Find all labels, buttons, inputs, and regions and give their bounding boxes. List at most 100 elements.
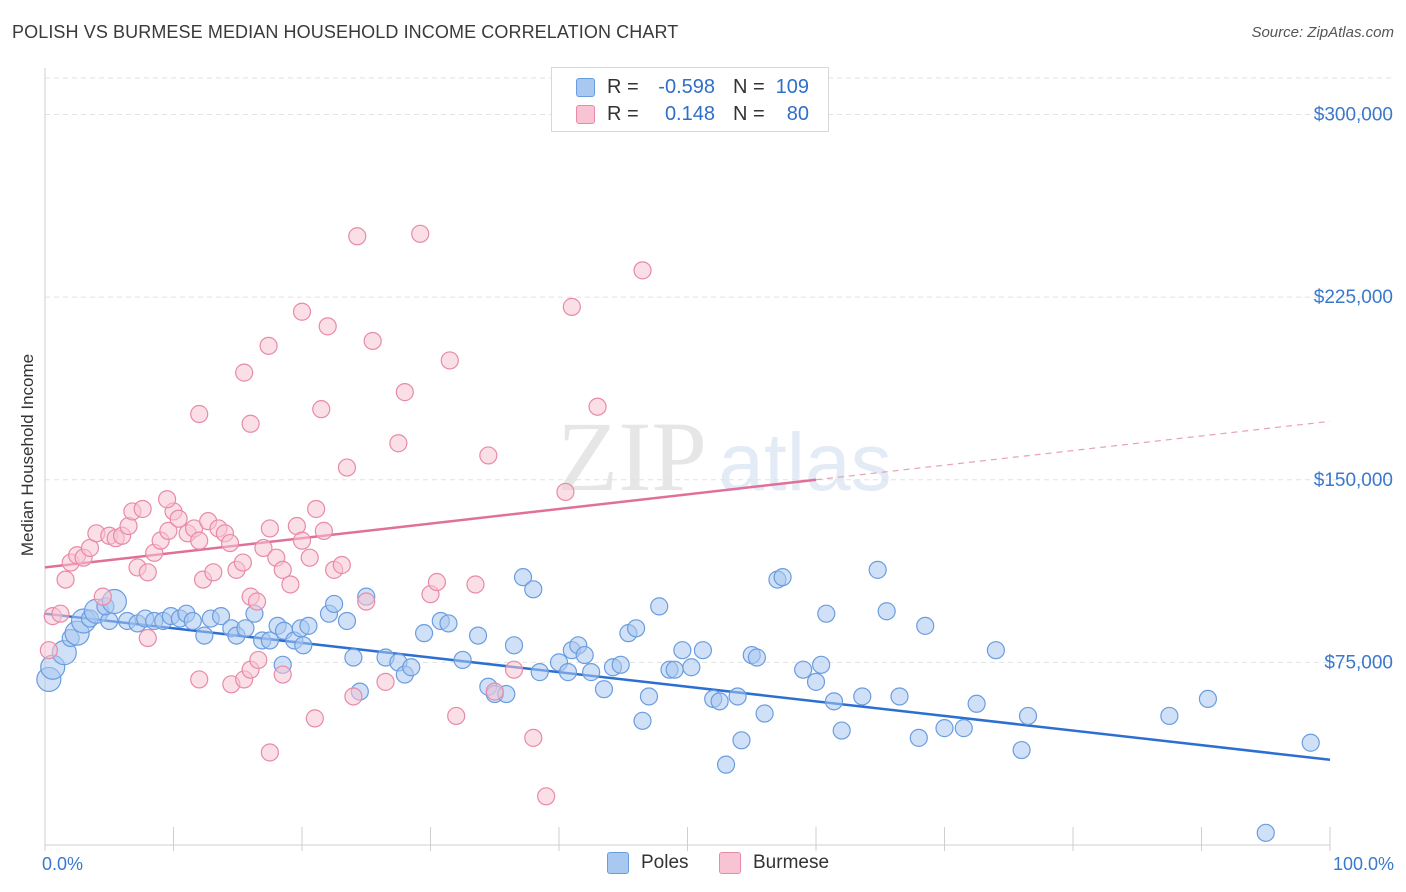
legend-swatch-poles: [576, 77, 595, 97]
data-point-poles: [1198, 689, 1218, 709]
data-point-burmese: [233, 553, 252, 572]
data-point-burmese: [440, 351, 459, 370]
data-point-burmese: [39, 641, 58, 660]
data-point-poles: [260, 631, 279, 650]
data-point-poles: [594, 680, 614, 699]
data-point-poles: [558, 663, 578, 682]
data-point-poles: [211, 607, 231, 626]
data-point-poles: [575, 645, 594, 665]
data-point-poles: [853, 687, 872, 706]
data-point-burmese: [344, 687, 363, 706]
trend-line-burmese: [44, 478, 817, 569]
data-point-poles: [716, 755, 736, 774]
data-point-poles: [877, 602, 896, 621]
data-point-burmese: [312, 400, 331, 419]
data-point-poles: [890, 687, 909, 706]
chart-title: POLISH VS BURMESE MEDIAN HOUSEHOLD INCOM…: [12, 22, 679, 42]
data-point-poles: [504, 636, 524, 655]
legend-n-label: N =: [733, 75, 765, 98]
legend-r-value: -0.598: [658, 75, 715, 98]
data-point-poles: [728, 687, 747, 706]
data-point-burmese: [633, 261, 652, 280]
data-point-burmese: [466, 575, 485, 594]
legend-row-burmese: R = 0.148 N = 80: [576, 101, 809, 127]
watermark-zip: ZIP: [557, 401, 707, 512]
data-point-burmese: [588, 397, 607, 416]
data-point-poles: [916, 616, 935, 635]
data-point-poles: [935, 719, 954, 738]
data-point-poles: [693, 641, 713, 660]
data-point-burmese: [260, 743, 279, 762]
data-point-burmese: [562, 297, 581, 316]
data-point-burmese: [56, 570, 75, 589]
legend-swatch-poles: [607, 852, 629, 874]
data-point-poles: [626, 619, 646, 638]
data-point-poles: [812, 655, 831, 674]
data-point-poles: [294, 636, 313, 655]
data-point-burmese: [292, 531, 312, 550]
data-point-poles: [806, 672, 826, 691]
legend-row-poles: R = -0.598 N = 109: [576, 74, 809, 100]
data-point-poles: [967, 694, 986, 713]
data-point-poles: [824, 692, 844, 711]
data-point-burmese: [524, 728, 543, 747]
data-point-burmese: [389, 434, 408, 453]
data-point-burmese: [190, 404, 209, 424]
legend-item-burmese[interactable]: Burmese: [719, 852, 829, 874]
data-point-burmese: [363, 331, 382, 351]
y-tick-label: $150,000: [1314, 470, 1393, 491]
data-point-burmese: [235, 363, 254, 382]
data-point-burmese: [273, 560, 292, 579]
data-point-poles: [817, 604, 836, 623]
data-point-poles: [1160, 706, 1179, 726]
y-tick-label: $75,000: [1324, 652, 1393, 673]
legend-label-burmese: Burmese: [753, 852, 830, 873]
data-point-poles: [832, 721, 851, 740]
data-point-poles: [794, 660, 813, 679]
legend-r-value: 0.148: [664, 102, 715, 125]
data-point-burmese: [307, 499, 326, 519]
data-point-poles: [325, 594, 344, 614]
data-point-burmese: [348, 227, 367, 246]
x-tick-label: 100.0%: [1333, 854, 1394, 874]
data-point-burmese: [357, 592, 376, 611]
data-point-poles: [524, 580, 543, 599]
data-point-poles: [468, 626, 488, 645]
data-point-burmese: [138, 563, 157, 582]
data-point-burmese: [300, 548, 319, 567]
data-point-burmese: [159, 521, 178, 540]
data-point-poles: [337, 611, 357, 631]
x-tick-labels: 0.0% 100.0%: [42, 854, 1394, 874]
data-point-burmese: [254, 538, 273, 558]
data-point-poles: [732, 731, 751, 750]
data-point-poles: [439, 614, 458, 633]
data-point-burmese: [281, 575, 300, 594]
data-point-poles: [909, 728, 928, 747]
data-point-poles: [513, 568, 533, 587]
legend-item-poles[interactable]: Poles: [607, 852, 689, 874]
data-point-burmese: [395, 383, 414, 402]
legend-swatch-burmese: [719, 852, 741, 874]
data-point-burmese: [337, 458, 357, 477]
correlation-legend: R = -0.598 N = 109 R = 0.148 N = 80: [551, 67, 829, 132]
data-point-poles: [582, 663, 601, 682]
legend-n-value: 80: [786, 102, 809, 125]
data-point-burmese: [273, 665, 292, 684]
data-point-burmese: [259, 336, 278, 355]
data-point-burmese: [249, 650, 268, 670]
trend-line-burmese-projection: [815, 420, 1331, 481]
legend-label-poles: Poles: [641, 852, 689, 873]
watermark-atlas: atlas: [718, 417, 891, 508]
data-point-poles: [954, 719, 973, 738]
data-point-poles: [183, 611, 202, 631]
y-tick-label: $300,000: [1314, 105, 1393, 126]
data-point-burmese: [504, 660, 524, 679]
series-poles-points: [36, 560, 1320, 842]
data-point-poles: [633, 711, 652, 730]
data-point-poles: [868, 560, 887, 579]
data-point-burmese: [260, 519, 279, 538]
data-point-burmese: [190, 670, 209, 689]
data-point-poles: [611, 655, 630, 674]
y-tick-label: $225,000: [1314, 287, 1393, 308]
